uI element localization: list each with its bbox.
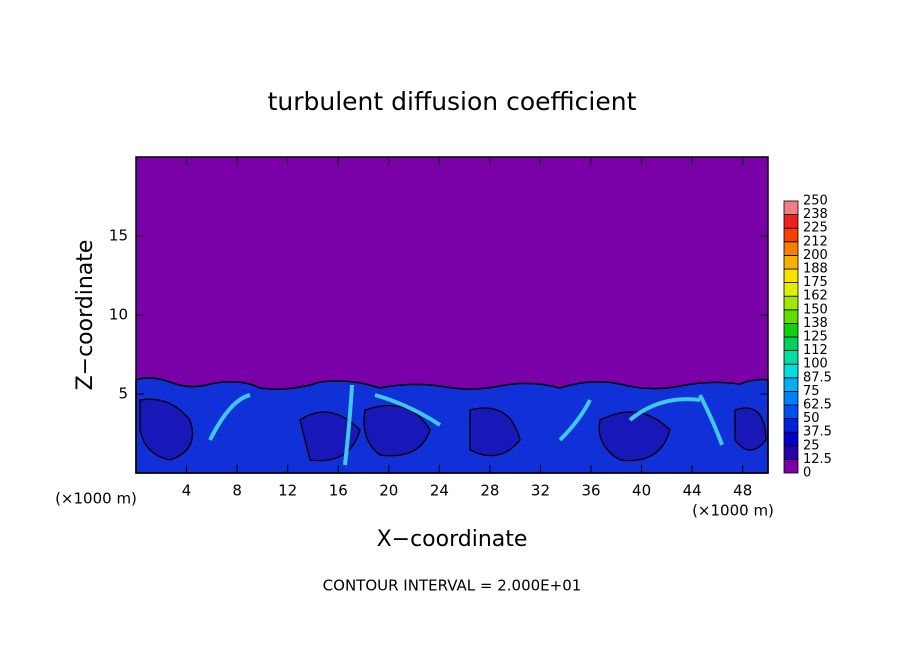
- field-cells: [139, 398, 767, 462]
- colorbar-box: [783, 268, 799, 284]
- colorbar-label: 37.5: [803, 425, 832, 440]
- colorbar-box: [783, 445, 799, 460]
- y-tick-label: 15: [109, 227, 128, 245]
- colorbar-box: [783, 282, 799, 297]
- x-tick-label: 32: [531, 482, 550, 500]
- x-tick-label: 48: [733, 482, 752, 500]
- colorbar-label: 138: [803, 316, 828, 331]
- contour-field: [135, 157, 769, 474]
- colorbar-label: 188: [803, 262, 828, 277]
- colorbar-label: 250: [803, 194, 828, 209]
- colorbar-box: [783, 309, 799, 324]
- chart-title: turbulent diffusion coefficient: [268, 87, 637, 116]
- x-tick-label: 12: [278, 482, 297, 500]
- x-tick-label: 44: [683, 482, 702, 500]
- field-band: [135, 377, 769, 474]
- colorbar-box: [783, 241, 799, 256]
- colorbar-box: [783, 377, 799, 392]
- colorbar-box: [783, 227, 799, 243]
- x-tick-label: 8: [232, 482, 242, 500]
- colorbar-box: [783, 322, 799, 338]
- x-axis-label: X−coordinate: [377, 527, 528, 552]
- colorbar-box: [783, 458, 799, 474]
- colorbar-box: [783, 350, 799, 365]
- colorbar-label: 87.5: [803, 370, 832, 385]
- x-unit-right: (×1000 m): [692, 502, 774, 520]
- colorbar-label: 12.5: [803, 452, 832, 467]
- colorbar-label: 238: [803, 207, 828, 222]
- colorbar-box: [783, 295, 799, 311]
- colorbar-box: [783, 254, 799, 270]
- colorbar-label: 150: [803, 302, 828, 317]
- colorbar-label: 125: [803, 330, 828, 345]
- x-tick-label: 40: [632, 482, 651, 500]
- x-unit-left: (×1000 m): [55, 490, 137, 508]
- contour-note: CONTOUR INTERVAL = 2.000E+01: [323, 577, 582, 595]
- colorbar-box: [783, 363, 799, 379]
- colorbar-label: 225: [803, 221, 828, 236]
- colorbar-box: [783, 418, 799, 433]
- colorbar-box: [783, 390, 799, 406]
- x-tick-label: 16: [329, 482, 348, 500]
- y-axis-label: Z−coordinate: [73, 240, 98, 391]
- x-tick-label: 4: [182, 482, 192, 500]
- colorbar-label: 50: [803, 411, 820, 426]
- colorbar-box: [783, 200, 799, 216]
- colorbar-box: [783, 431, 799, 447]
- y-tick-label: 5: [118, 385, 128, 403]
- colorbar-label: 25: [803, 438, 820, 453]
- colorbar-label: 212: [803, 234, 828, 249]
- y-tick-label: 10: [109, 306, 128, 324]
- colorbar-box: [783, 404, 799, 420]
- x-tick-label: 24: [430, 482, 449, 500]
- field-streaks: [208, 384, 724, 466]
- colorbar-label: 200: [803, 248, 828, 263]
- x-tick-label: 28: [480, 482, 499, 500]
- colorbar-label: 100: [803, 357, 828, 372]
- colorbar-label: 175: [803, 275, 828, 290]
- colorbar-label: 162: [803, 289, 828, 304]
- x-tick-label: 20: [379, 482, 398, 500]
- x-tick-label: 36: [581, 482, 600, 500]
- colorbar-box: [783, 214, 799, 229]
- colorbar-label: 0: [803, 466, 811, 481]
- colorbar-label: 62.5: [803, 398, 832, 413]
- colorbar-label: 112: [803, 343, 828, 358]
- colorbar-box: [783, 336, 799, 352]
- colorbar-label: 75: [803, 384, 820, 399]
